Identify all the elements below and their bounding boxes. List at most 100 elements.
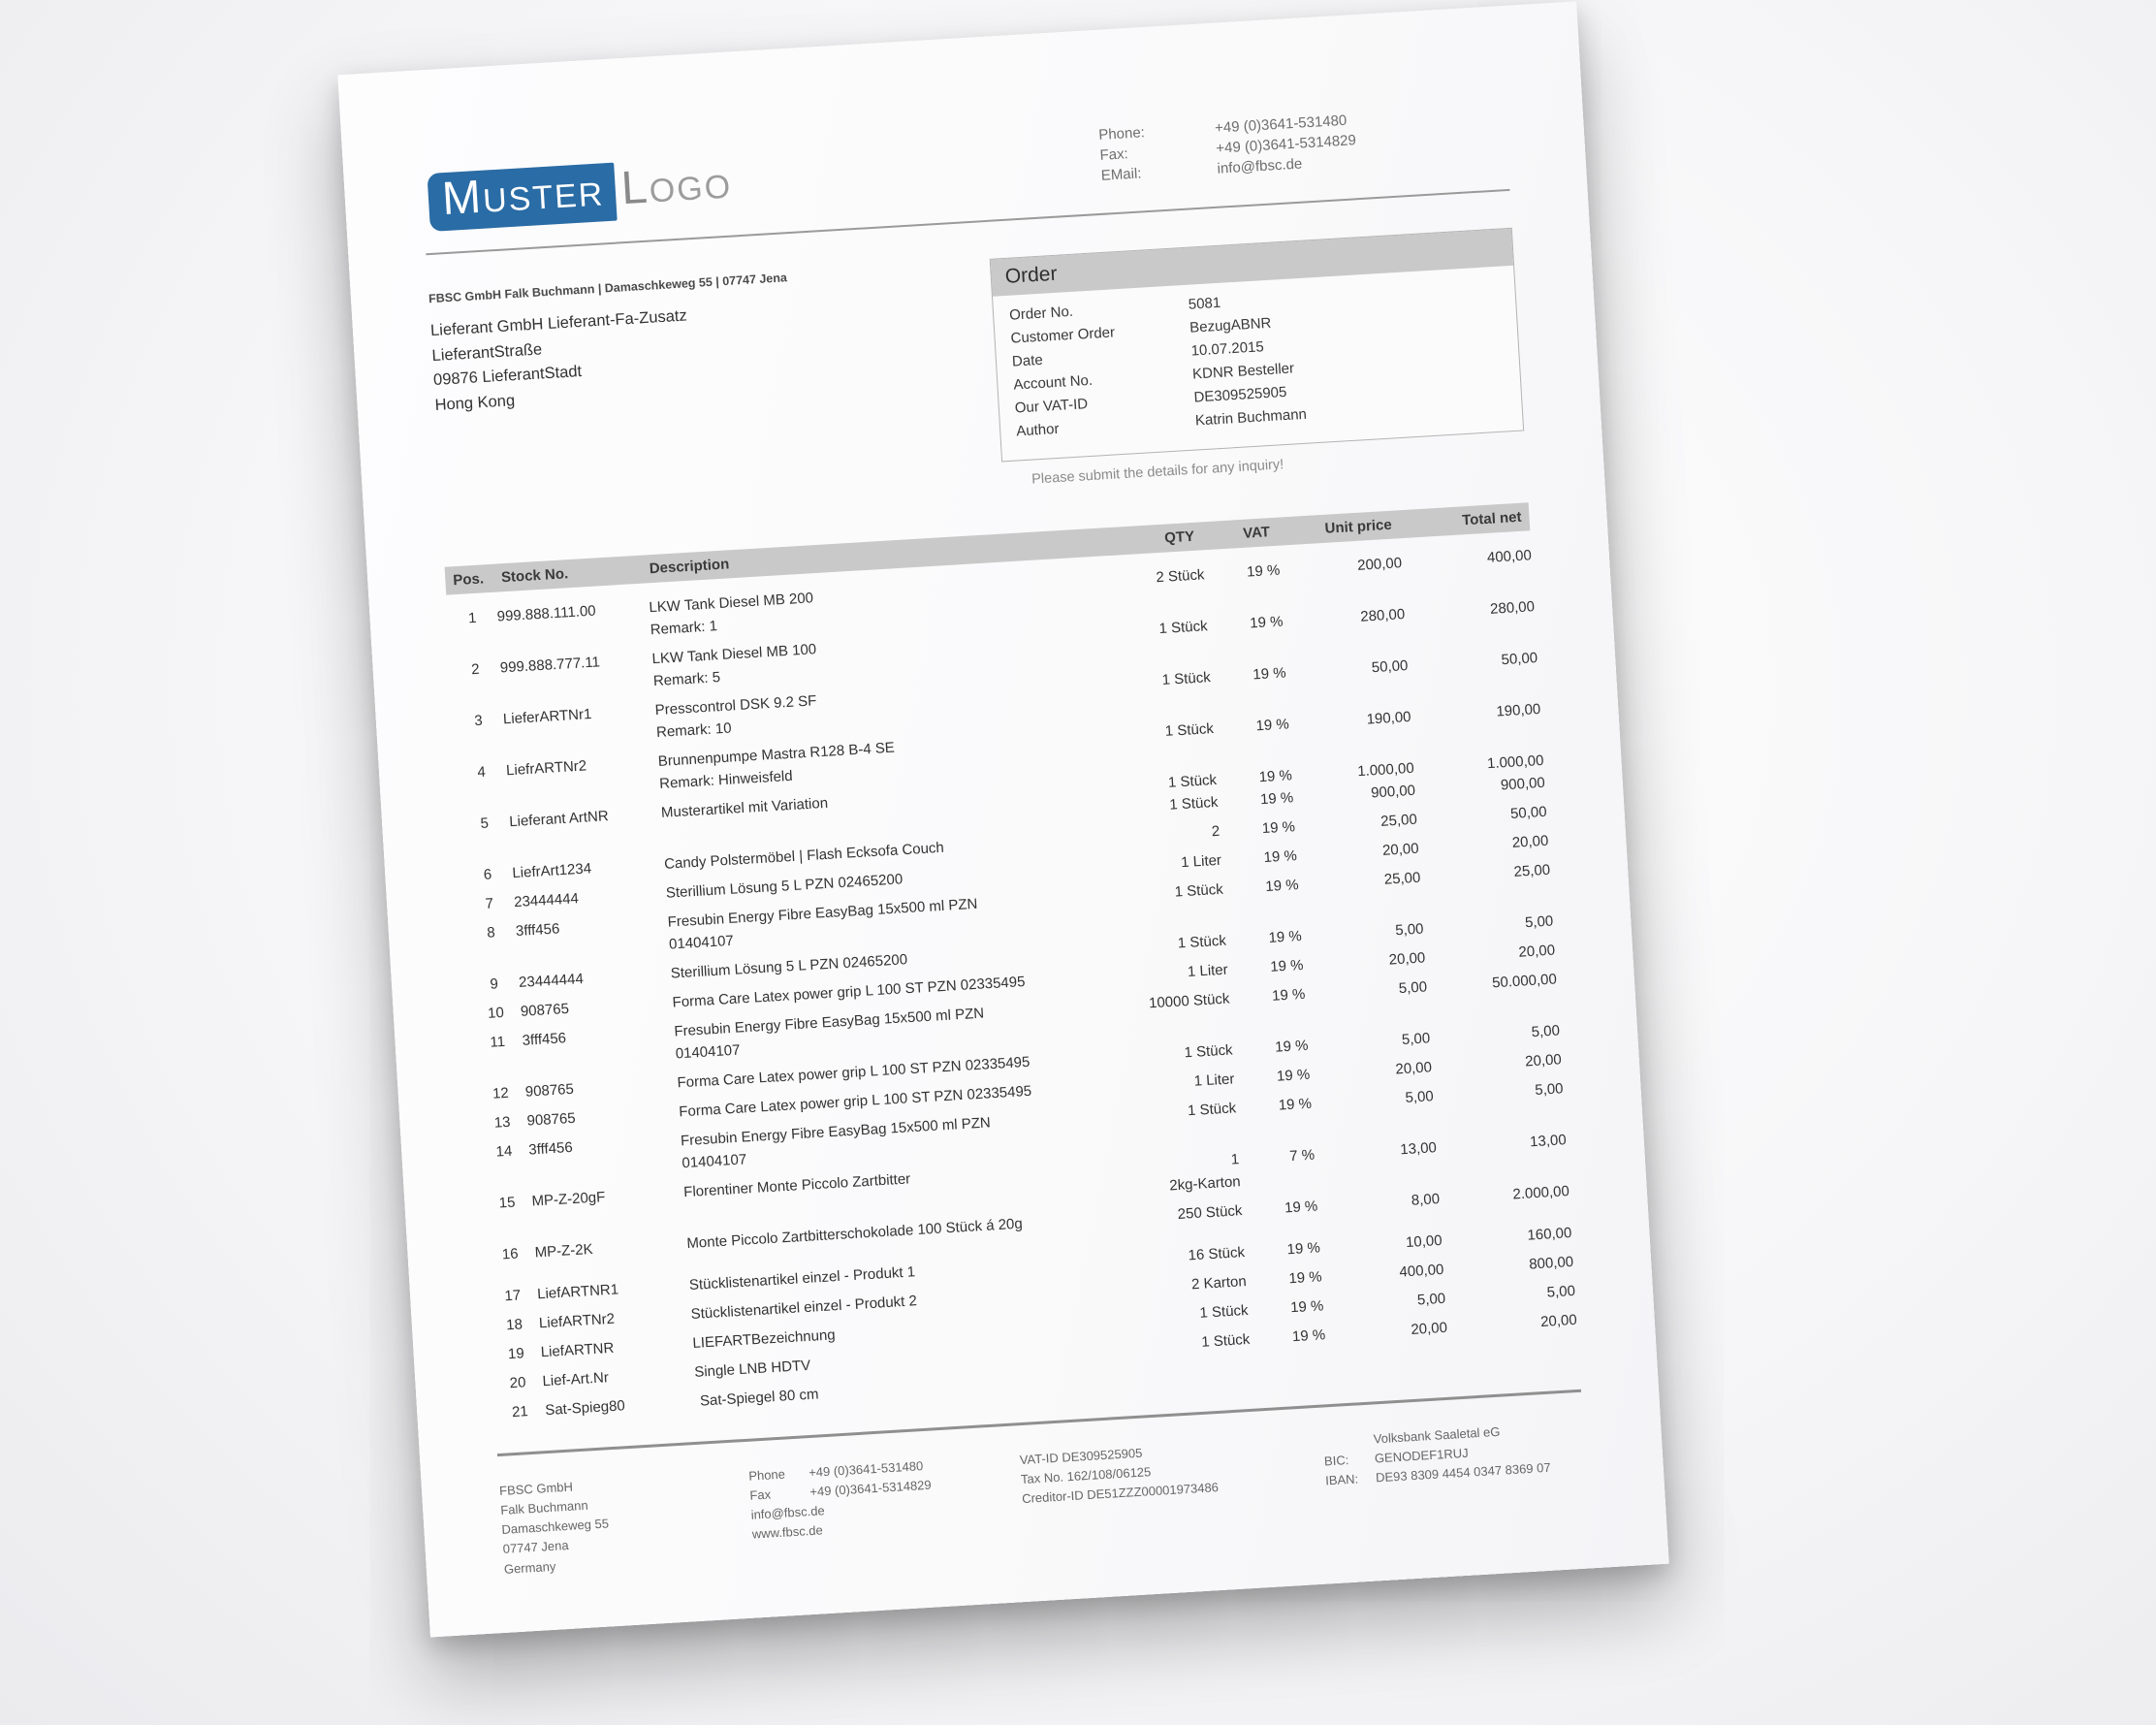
item-stock-no: 999.888.777.11 (499, 654, 601, 677)
item-pos: 19 (507, 1345, 525, 1363)
item-vat: 19 % (1286, 1239, 1321, 1259)
item-qty-line: 1 Liter (1180, 851, 1222, 872)
item-pos: 2 (470, 660, 481, 679)
item-qty: 10000 Stück (1084, 988, 1230, 1019)
item-qty-line: 1 Stück (1199, 1301, 1249, 1322)
item-qty-line: 2 (1211, 822, 1221, 841)
item-unit-price: 20,00 (1394, 1059, 1433, 1078)
item-pos: 21 (511, 1403, 529, 1422)
item-total-net: 5,00 (1524, 912, 1554, 932)
item-qty: 1 Stück (1080, 930, 1226, 961)
item-pos: 8 (486, 924, 496, 942)
col-header-values: QTY VAT Unit price Total net (1049, 509, 1522, 554)
item-unit-price: 280,00 (1359, 606, 1406, 625)
item-qty-line: 250 Stück (1177, 1202, 1243, 1224)
item-qty-line: 10000 Stück (1148, 990, 1230, 1012)
item-vat: 19 % (1271, 985, 1306, 1005)
item-qty: 1 Stück (1087, 1038, 1233, 1070)
item-qty: 1 Stück (1102, 1299, 1249, 1330)
item-unit-price: 20,00 (1388, 949, 1426, 969)
item-total-net: 50,00 (1509, 803, 1548, 822)
item-qty: 1 2kg-Karton (1094, 1148, 1241, 1201)
item-vat: 19 % (1252, 664, 1287, 684)
item-vat: 19 % (1255, 716, 1290, 735)
item-total-net: 20,00 (1539, 1311, 1578, 1331)
item-unit-price: 20,00 (1410, 1319, 1448, 1338)
item-unit-price: 5,00 (1398, 978, 1428, 998)
item-stock-no: 908765 (520, 1000, 570, 1020)
item-qty-line: 1 Stück (1187, 1100, 1237, 1120)
item-stock-no: Lieferant ArtNR (508, 808, 610, 831)
item-pos: 4 (477, 763, 487, 782)
item-qty: 2 Stück (1059, 563, 1205, 594)
item-vat: 19 % (1291, 1326, 1326, 1346)
account-no-label: Account No. (1012, 371, 1094, 394)
item-qty: 1 Stück (1104, 1328, 1251, 1359)
item-stock-no: 908765 (526, 1109, 577, 1130)
item-total-net: 50,00 (1501, 650, 1538, 669)
item-qty-line: 2 Karton (1190, 1272, 1248, 1294)
item-qty: 1 Stück (1062, 615, 1208, 646)
item-pos: 17 (503, 1287, 522, 1305)
item-pos: 20 (509, 1374, 526, 1392)
item-vat: 19 % (1261, 818, 1296, 838)
item-stock-no: 3fff456 (515, 920, 560, 941)
fax-label: Fax: (1099, 145, 1129, 164)
item-vat: 19 % (1274, 1037, 1309, 1056)
item-total-net: 20,00 (1511, 832, 1549, 851)
footer-bank-block: Volksbank Saaletal eG BIC: GENODEF1RUJ I… (1322, 1418, 1588, 1530)
item-unit-price: 25,00 (1379, 811, 1418, 830)
item-stock-no: 3fff456 (527, 1138, 574, 1159)
recipient-address: Lieferant GmbH Lieferant-Fa-Zusatz Liefe… (429, 287, 977, 418)
item-unit-price: 5,00 (1401, 1030, 1431, 1049)
order-items: 1 999.888.111.00 LKW Tank Diesel MB 200 Rem… (447, 544, 1579, 1424)
letterhead: MUSTER LOGO Phone: +49 (0)3641-531480 Fa… (421, 103, 1510, 256)
item-vat: 19 % (1276, 1066, 1311, 1085)
item-qty-line: 1 Liter (1187, 961, 1229, 980)
item-qty: 2 Karton (1100, 1270, 1248, 1301)
item-pos: 9 (490, 975, 499, 993)
item-qty-line: 1 Stück (1161, 669, 1212, 689)
item-stock-no: 999.888.111.00 (496, 602, 597, 625)
phone-label: Phone: (1097, 124, 1146, 144)
item-unit-price: 13,00 (1399, 1139, 1438, 1159)
item-pos: 15 (498, 1194, 516, 1212)
col-header-description: Description (649, 556, 730, 578)
item-total-net: 2.000,00 (1511, 1183, 1570, 1203)
item-total-net: 50.000,00 (1491, 971, 1558, 992)
item-unit-price: 50,00 (1371, 656, 1409, 677)
item-stock-no: LiefrArt1234 (511, 860, 592, 882)
item-qty: 16 Stück (1099, 1241, 1246, 1272)
item-stock-no: MP-Z-2K (534, 1240, 594, 1262)
item-vat: 19 % (1259, 789, 1294, 809)
item-total-net: 20,00 (1524, 1051, 1563, 1070)
item-total-net: 5,00 (1546, 1282, 1576, 1301)
item-unit-price: 25,00 (1383, 869, 1421, 888)
item-qty: 1 Liter (1089, 1068, 1235, 1099)
item-vat: 19 % (1278, 1095, 1313, 1114)
col-header-pos: Pos. (452, 570, 485, 590)
logo-text-primary: MUSTER (440, 171, 606, 226)
item-unit-price: 190,00 (1366, 708, 1411, 728)
item-total-net: 280,00 (1489, 598, 1536, 618)
item-qty-line: 1 Stück (1184, 1041, 1234, 1062)
item-total-net: 25,00 (1513, 861, 1551, 880)
item-total-net: 400,00 (1486, 547, 1533, 566)
item-pos: 13 (493, 1113, 511, 1132)
company-logo: MUSTER LOGO (427, 156, 733, 232)
header-contact-block: Phone: +49 (0)3641-531480 Fax: +49 (0)36… (1098, 103, 1508, 188)
item-stock-no: LiefrARTNr2 (505, 757, 587, 780)
item-stock-no: LiefARTNR1 (536, 1281, 619, 1303)
item-unit-price: 5,00 (1394, 920, 1424, 940)
item-total-net: 5,00 (1534, 1080, 1565, 1099)
item-qty-line: 1 Stück (1158, 618, 1209, 638)
item-stock-no: MP-Z-20gF (531, 1189, 606, 1210)
item-vat: 19 % (1249, 613, 1284, 632)
col-header-unit-price: Unit price (1324, 516, 1393, 537)
item-pos: 11 (489, 1033, 506, 1051)
vat-id-label: Our VAT-ID (1014, 396, 1089, 417)
item-unit-price: 8,00 (1411, 1191, 1441, 1209)
item-qty: 2 (1074, 820, 1221, 851)
item-total-net: 160,00 (1527, 1224, 1572, 1244)
col-header-vat: VAT (1242, 524, 1271, 542)
